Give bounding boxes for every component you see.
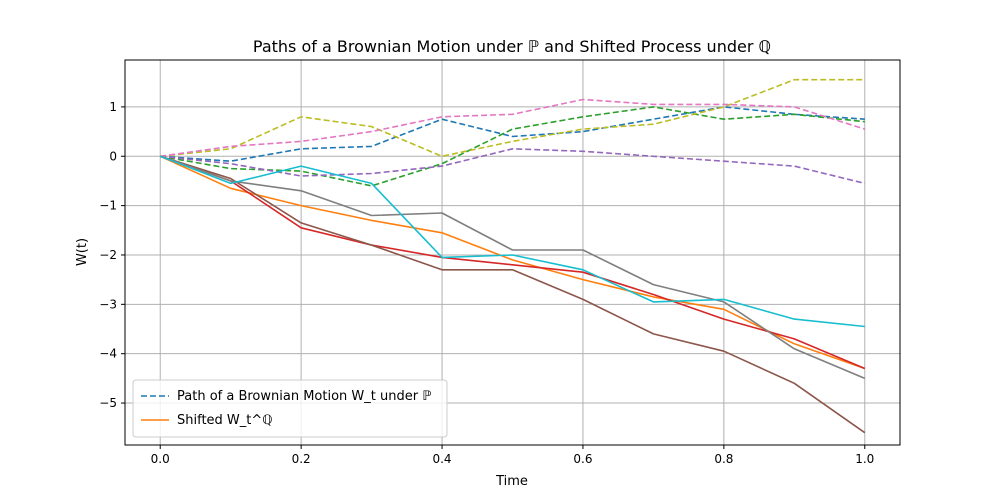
y-tick-label: −2 (99, 248, 117, 262)
y-axis-ticks: 1 0 −1 −2 −3 −4 −5 (99, 100, 125, 410)
chart-title: Paths of a Brownian Motion under ℙ and S… (253, 37, 771, 56)
x-tick-label: 0.2 (292, 452, 311, 466)
x-tick-label: 0.0 (151, 452, 170, 466)
series-line-6 (159, 155, 866, 370)
y-tick-label: −1 (99, 199, 117, 213)
x-tick-label: 0.8 (714, 452, 733, 466)
legend-label-2: Shifted W_t^ℚ (177, 413, 273, 428)
x-axis-label: Time (495, 474, 528, 489)
y-tick-label: 0 (109, 149, 117, 163)
series-line-5 (160, 98, 866, 158)
series-line-9 (159, 155, 866, 380)
series-line-8 (159, 155, 866, 434)
y-tick-label: −3 (99, 297, 117, 311)
y-tick-label: 1 (109, 100, 117, 114)
x-tick-label: 0.4 (432, 452, 451, 466)
series-line-1 (160, 106, 865, 162)
y-tick-label: −5 (99, 396, 117, 410)
plot-frame (124, 59, 901, 446)
series-line-7 (159, 155, 866, 370)
y-axis-label: W(t) (75, 238, 90, 266)
series-group (159, 78, 866, 434)
x-tick-label: 1.0 (855, 452, 874, 466)
series-line-2 (160, 106, 865, 187)
legend: Path of a Brownian Motion W_t under ℙ Shi… (132, 379, 448, 438)
y-tick-label: −4 (99, 347, 117, 361)
legend-label-1: Path of a Brownian Motion W_t under ℙ (177, 389, 431, 404)
legend-box (132, 379, 448, 438)
x-axis-ticks: 0.0 0.2 0.4 0.6 0.8 1.0 (151, 445, 874, 466)
series-line-10 (159, 155, 865, 328)
series-line-4 (160, 78, 865, 158)
x-tick-label: 0.6 (573, 452, 592, 466)
